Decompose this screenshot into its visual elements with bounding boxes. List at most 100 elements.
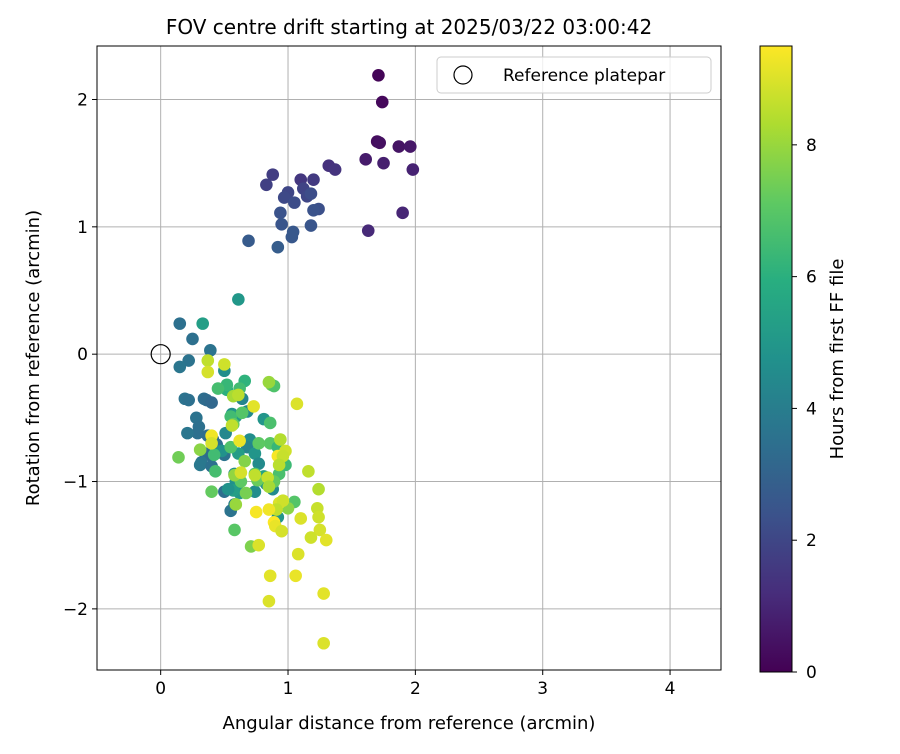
data-point xyxy=(263,569,277,583)
data-point xyxy=(274,206,287,220)
x-axis-ticks: 0 1 2 3 4 xyxy=(155,670,675,699)
data-point xyxy=(204,344,217,357)
data-point xyxy=(289,569,302,583)
data-point xyxy=(328,163,342,176)
data-point xyxy=(392,140,406,153)
data-point xyxy=(361,224,375,237)
data-point xyxy=(271,240,285,254)
data-point xyxy=(248,447,262,460)
data-point xyxy=(228,523,241,537)
y-axis-label: Rotation from reference (arcmin) xyxy=(23,210,44,506)
data-point xyxy=(229,498,243,511)
data-point xyxy=(372,68,385,82)
data-point xyxy=(263,416,277,430)
data-points xyxy=(172,68,420,650)
data-point xyxy=(173,360,187,374)
data-point xyxy=(304,187,318,201)
x-tick-label: 0 xyxy=(155,679,166,699)
data-point xyxy=(274,433,287,446)
legend-box xyxy=(436,56,712,94)
data-point xyxy=(201,365,215,379)
data-point xyxy=(375,95,389,109)
data-point xyxy=(242,234,255,248)
data-point xyxy=(262,375,276,389)
data-point xyxy=(262,503,276,516)
y-tick-label: 2 xyxy=(77,90,88,110)
y-axis-ticks: −2 −1 0 1 2 xyxy=(63,90,97,620)
y-tick-label: 1 xyxy=(77,218,88,238)
data-point xyxy=(211,382,225,395)
data-point xyxy=(232,388,245,402)
data-point xyxy=(266,168,280,181)
data-point xyxy=(312,482,325,496)
data-point xyxy=(234,466,248,479)
data-point xyxy=(307,203,320,217)
data-point xyxy=(248,468,262,482)
data-point xyxy=(193,458,207,472)
legend-marker-reference xyxy=(453,65,473,85)
data-point xyxy=(275,524,288,538)
data-point xyxy=(276,494,290,507)
colorbar-ticks: 0 2 4 6 8 xyxy=(792,136,817,683)
data-point xyxy=(233,434,246,448)
data-point xyxy=(186,332,199,346)
x-axis-label: Angular distance from reference (arcmin) xyxy=(223,713,596,734)
data-point xyxy=(193,443,207,456)
data-point xyxy=(181,426,194,440)
data-point xyxy=(317,587,330,600)
data-point xyxy=(294,512,308,525)
x-tick-label: 1 xyxy=(283,679,294,699)
data-point xyxy=(290,397,304,411)
data-point xyxy=(238,454,252,468)
colorbar-tick-label: 6 xyxy=(806,268,817,288)
data-point xyxy=(377,156,390,170)
data-point xyxy=(277,191,291,204)
data-point xyxy=(252,437,266,450)
data-point xyxy=(224,440,238,454)
data-point xyxy=(319,533,333,547)
data-point xyxy=(201,354,215,367)
x-tick-label: 3 xyxy=(537,679,548,699)
colorbar-label: Hours from first FF file xyxy=(827,259,848,460)
data-point xyxy=(191,426,204,440)
legend-label-reference: Reference platepar xyxy=(503,66,665,86)
data-point xyxy=(235,406,249,420)
data-point xyxy=(396,206,409,220)
data-point xyxy=(262,480,276,493)
data-point xyxy=(205,437,218,450)
data-point xyxy=(182,393,195,407)
data-point xyxy=(209,465,222,478)
data-point xyxy=(249,505,263,519)
data-point xyxy=(275,217,288,231)
data-point xyxy=(359,153,373,166)
x-tick-label: 4 xyxy=(665,679,676,699)
plot-area xyxy=(96,45,722,671)
data-point xyxy=(205,396,218,409)
data-point xyxy=(272,458,286,472)
data-point xyxy=(406,163,420,176)
colorbar-gradient xyxy=(759,45,793,673)
data-point xyxy=(288,196,301,209)
data-point xyxy=(312,510,325,524)
data-point xyxy=(285,230,299,244)
data-point xyxy=(304,531,318,544)
data-point xyxy=(252,457,266,470)
data-point xyxy=(173,317,187,330)
y-tick-label: −1 xyxy=(63,473,88,493)
data-point xyxy=(373,136,387,150)
data-point xyxy=(262,594,276,608)
data-point xyxy=(221,482,235,496)
data-point xyxy=(225,419,239,432)
reference-platepar-marker xyxy=(150,344,171,365)
grid-lines xyxy=(97,46,721,670)
data-point xyxy=(307,173,320,187)
data-point xyxy=(182,354,195,367)
data-point xyxy=(252,538,266,552)
y-tick-label: −2 xyxy=(63,600,88,620)
colorbar-tick-label: 2 xyxy=(806,531,817,551)
data-point xyxy=(205,485,218,499)
colorbar-tick-label: 8 xyxy=(806,136,817,156)
data-point xyxy=(218,358,231,371)
reference-marker-layer xyxy=(150,344,171,365)
x-tick-label: 2 xyxy=(410,679,421,699)
